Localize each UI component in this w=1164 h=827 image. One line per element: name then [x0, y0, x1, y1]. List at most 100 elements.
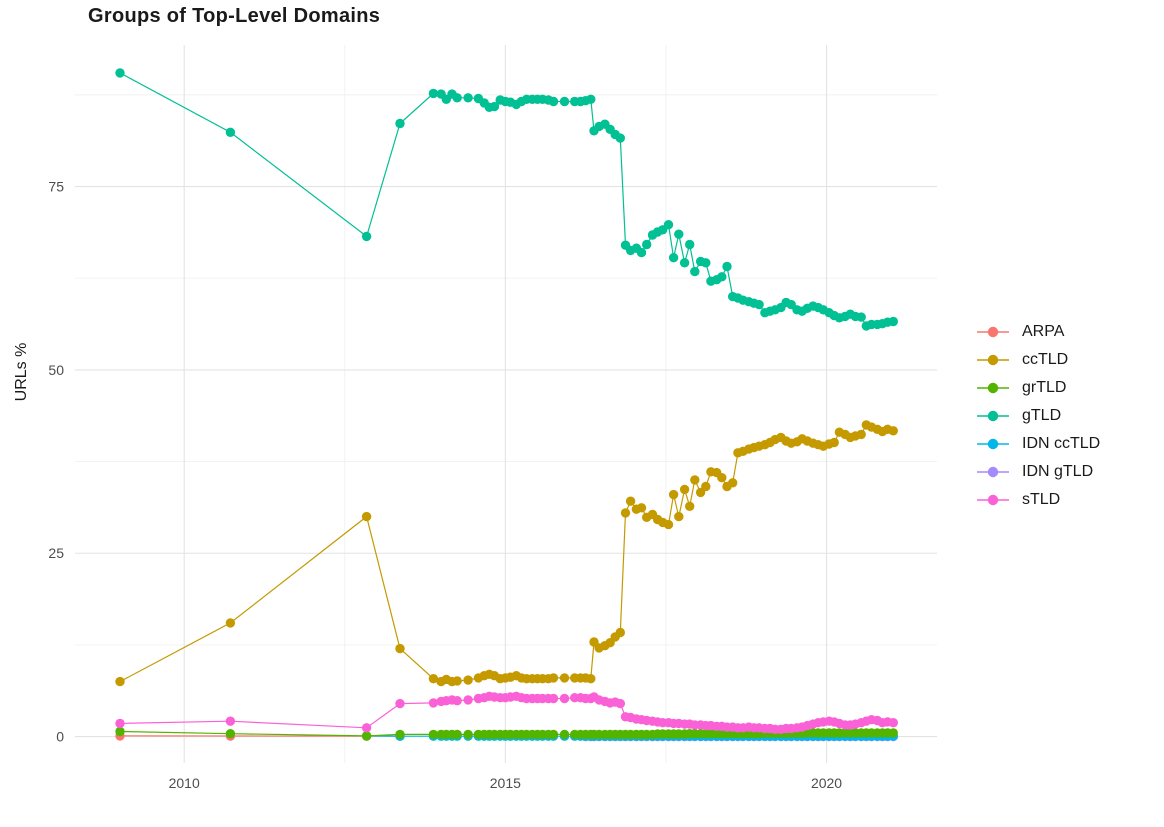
legend-key-icon: [977, 326, 1009, 338]
data-point: [636, 247, 647, 258]
data-point: [115, 676, 125, 687]
data-point: [717, 272, 727, 282]
data-point: [395, 698, 405, 709]
data-point: [548, 693, 559, 704]
data-point: [685, 501, 695, 511]
data-point: [690, 475, 700, 485]
legend-key-icon: [977, 466, 1009, 478]
data-point: [115, 68, 125, 78]
data-point: [717, 473, 727, 483]
data-point: [428, 698, 439, 708]
data-point: [428, 729, 439, 740]
data-point: [888, 728, 898, 738]
legend-label: grTLD: [1022, 379, 1067, 396]
y-tick-label: 75: [48, 179, 64, 195]
legend-label: gTLD: [1022, 407, 1062, 424]
x-tick-label: 2015: [490, 775, 521, 791]
data-point: [559, 693, 570, 704]
legend-item-idn-gtld: IDN gTLD: [977, 462, 1100, 482]
legend-item-gtld: gTLD: [977, 406, 1100, 426]
legend-label: IDN ccTLD: [1022, 435, 1101, 452]
data-point: [452, 729, 462, 740]
data-point: [463, 695, 473, 705]
data-point: [463, 93, 473, 103]
data-point: [428, 674, 439, 684]
data-point: [663, 519, 674, 530]
y-tick-label: 50: [48, 362, 64, 378]
data-point: [636, 503, 647, 513]
data-point: [668, 489, 679, 500]
data-point: [701, 258, 711, 268]
data-point: [452, 93, 462, 103]
data-point: [559, 96, 570, 107]
data-point: [663, 220, 674, 230]
data-point: [829, 437, 839, 448]
data-point: [679, 258, 690, 268]
data-point: [395, 118, 405, 129]
data-point: [674, 511, 684, 522]
data-point: [395, 643, 405, 654]
legend-key-icon: [977, 354, 1009, 366]
data-point: [674, 229, 684, 239]
series-points: [115, 420, 898, 687]
data-point: [615, 698, 625, 709]
data-point: [225, 729, 236, 739]
data-point: [115, 726, 125, 737]
legend-key-icon: [977, 494, 1009, 506]
legend-key-icon: [977, 438, 1009, 450]
data-point: [685, 239, 695, 250]
data-point: [548, 673, 559, 683]
data-point: [754, 299, 764, 310]
legend-key-icon: [977, 382, 1009, 394]
legend-item-stld: sTLD: [977, 490, 1100, 510]
data-point: [428, 88, 439, 99]
legend-item-arpa: ARPA: [977, 322, 1100, 342]
data-point: [586, 674, 596, 684]
axis-tick-labels: 0 25 50 75 2010 2015 2020: [48, 179, 842, 791]
data-point: [489, 101, 500, 112]
data-point: [463, 729, 473, 740]
series-points: [115, 68, 898, 331]
series-gtld: [115, 68, 898, 331]
data-point: [615, 627, 625, 638]
y-tick-label: 25: [48, 545, 64, 561]
data-point: [452, 676, 462, 686]
data-point: [225, 618, 236, 628]
legend-label: ARPA: [1022, 323, 1065, 340]
legend-item-grtld: grTLD: [977, 378, 1100, 398]
data-point: [395, 729, 405, 740]
data-point: [361, 511, 372, 522]
grid-minor: [75, 45, 937, 763]
legend-item-cctld: ccTLD: [977, 350, 1100, 370]
data-point: [620, 508, 631, 518]
series-points: [115, 691, 898, 734]
data-point: [548, 96, 559, 107]
data-point: [728, 478, 738, 488]
data-point: [701, 481, 711, 492]
data-point: [679, 484, 690, 495]
data-point: [690, 266, 700, 277]
series-grtld: [115, 726, 898, 741]
data-point: [361, 723, 372, 733]
data-point: [548, 729, 559, 740]
data-point: [642, 239, 652, 250]
legend-label: sTLD: [1022, 491, 1061, 508]
data-point: [225, 716, 236, 726]
series-cctld: [115, 420, 898, 687]
legend-label: ccTLD: [1022, 351, 1069, 368]
legend: ARPA ccTLD grTLD gTLD IDN ccTLD IDN gTLD sTLD: [977, 322, 1100, 510]
data-point: [625, 496, 636, 506]
y-axis-title: URLs %: [13, 342, 30, 402]
data-point: [668, 253, 679, 263]
data-point: [615, 133, 625, 143]
x-tick-label: 2010: [169, 775, 200, 791]
data-point: [361, 731, 372, 741]
legend-label: IDN gTLD: [1022, 463, 1094, 480]
y-tick-label: 0: [56, 729, 64, 745]
data-point: [888, 316, 898, 327]
legend-item-idn-cctld: IDN ccTLD: [977, 434, 1100, 454]
chart-title: Groups of Top-Level Domains: [88, 5, 381, 27]
legend-key-icon: [977, 410, 1009, 422]
